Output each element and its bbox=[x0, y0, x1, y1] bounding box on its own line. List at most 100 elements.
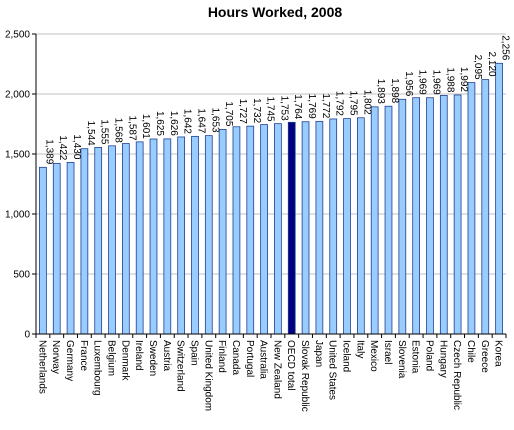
x-tick-label: Finland bbox=[216, 340, 227, 373]
data-label: 1,772 bbox=[320, 93, 331, 118]
data-label: 1,969 bbox=[430, 70, 441, 95]
data-label: 1,389 bbox=[43, 139, 54, 164]
x-tick-label: Norway bbox=[50, 340, 61, 374]
bar bbox=[481, 79, 490, 335]
y-tick-label: 1,500 bbox=[5, 150, 30, 161]
bar bbox=[218, 128, 227, 335]
x-tick-label: Mexico bbox=[368, 340, 379, 372]
data-label: 1,705 bbox=[223, 101, 234, 126]
bar bbox=[301, 121, 310, 335]
bar bbox=[260, 124, 268, 335]
data-label: 1,745 bbox=[265, 97, 276, 122]
bar bbox=[274, 123, 282, 335]
data-label: 1,727 bbox=[237, 99, 248, 124]
x-tick-label: Israel bbox=[382, 340, 393, 364]
bar bbox=[135, 141, 144, 335]
x-tick-label: OECD total bbox=[285, 340, 296, 391]
bar bbox=[121, 143, 130, 335]
x-tick-label: New Zealand bbox=[271, 340, 282, 399]
bar bbox=[39, 166, 47, 335]
y-tick-label: 500 bbox=[13, 270, 30, 281]
data-label: 1,647 bbox=[195, 108, 206, 133]
x-tick-label: Japan bbox=[313, 340, 324, 367]
data-label: 2,095 bbox=[472, 55, 483, 80]
data-label: 1,626 bbox=[168, 111, 179, 136]
data-label: 1,422 bbox=[57, 135, 68, 160]
bar bbox=[246, 125, 255, 335]
data-label: 1,898 bbox=[389, 78, 400, 103]
data-label: 1,568 bbox=[113, 118, 124, 143]
data-label: 1,988 bbox=[444, 67, 455, 92]
bar bbox=[412, 97, 421, 335]
x-tick-label: United Kingdom bbox=[202, 340, 213, 411]
y-axis: 0 500 1,000 1,500 2,000 2,500 bbox=[5, 30, 37, 341]
bar bbox=[80, 148, 89, 335]
x-tick-label: Switzerland bbox=[175, 340, 186, 392]
bar bbox=[204, 135, 213, 335]
bar bbox=[356, 117, 365, 335]
bar bbox=[287, 121, 296, 335]
x-tick-label: Luxembourg bbox=[92, 340, 103, 396]
bar bbox=[426, 97, 434, 335]
bar bbox=[52, 162, 61, 335]
data-label: 1,956 bbox=[403, 71, 414, 96]
x-tick-label: United States bbox=[327, 340, 338, 400]
x-tick-label: Canada bbox=[230, 340, 241, 375]
x-tick-label: Greece bbox=[479, 340, 490, 373]
data-label: 2,120 bbox=[486, 52, 497, 77]
bar bbox=[495, 62, 503, 335]
x-axis: Netherlands Norway Germany France Luxembourg… bbox=[35, 333, 507, 412]
x-tick-label: France bbox=[78, 340, 89, 372]
x-tick-label: Australia bbox=[258, 340, 269, 379]
x-tick-label: Slovak Republic bbox=[299, 340, 310, 412]
bar bbox=[329, 118, 338, 335]
x-tick-label: Denmark bbox=[119, 340, 130, 382]
data-label: 1,732 bbox=[251, 98, 262, 123]
data-label: 1,795 bbox=[348, 91, 359, 116]
data-label: 1,587 bbox=[126, 116, 137, 141]
x-tick-label: Sweden bbox=[147, 340, 158, 376]
data-label: 1,764 bbox=[292, 94, 303, 119]
data-label: 1,544 bbox=[85, 121, 96, 146]
bar bbox=[149, 138, 158, 335]
bar bbox=[398, 98, 407, 335]
data-label: 1,802 bbox=[361, 90, 372, 115]
bar bbox=[343, 118, 351, 335]
x-tick-label: Ireland bbox=[133, 340, 144, 371]
data-label: 1,601 bbox=[140, 114, 151, 139]
data-label: 1,555 bbox=[99, 119, 110, 144]
data-label: 1,769 bbox=[306, 94, 317, 119]
x-tick-label: Germany bbox=[64, 340, 75, 381]
bar bbox=[453, 94, 462, 335]
y-tick-label: 0 bbox=[24, 330, 30, 341]
bar bbox=[439, 95, 448, 335]
bar bbox=[66, 161, 75, 335]
y-tick-label: 2,500 bbox=[5, 30, 30, 41]
x-tick-label: Chile bbox=[465, 340, 476, 363]
data-label: 2,256 bbox=[500, 35, 511, 60]
data-label: 1,792 bbox=[334, 91, 345, 116]
data-label: 1,625 bbox=[154, 111, 165, 136]
x-tick-label: Italy bbox=[354, 340, 365, 358]
chart-title: Hours Worked, 2008 bbox=[208, 4, 343, 20]
data-label: 1,642 bbox=[182, 109, 193, 134]
x-tick-label: Iceland bbox=[341, 340, 352, 372]
x-tick-label: Korea bbox=[493, 340, 504, 367]
bar bbox=[232, 126, 241, 335]
data-label: 1,753 bbox=[278, 96, 289, 121]
bar bbox=[108, 145, 116, 335]
y-tick-label: 2,000 bbox=[5, 90, 30, 101]
bar bbox=[163, 138, 172, 335]
bar bbox=[94, 146, 103, 335]
y-tick-label: 1,000 bbox=[5, 210, 30, 221]
bar bbox=[191, 135, 199, 335]
x-tick-label: Spain bbox=[188, 340, 199, 366]
data-label: 1,969 bbox=[417, 70, 428, 95]
bar bbox=[370, 106, 379, 335]
data-label: 1,430 bbox=[71, 134, 82, 159]
bar-series bbox=[39, 62, 503, 335]
x-tick-label: Portugal bbox=[244, 340, 255, 377]
data-label: 1,992 bbox=[458, 67, 469, 92]
